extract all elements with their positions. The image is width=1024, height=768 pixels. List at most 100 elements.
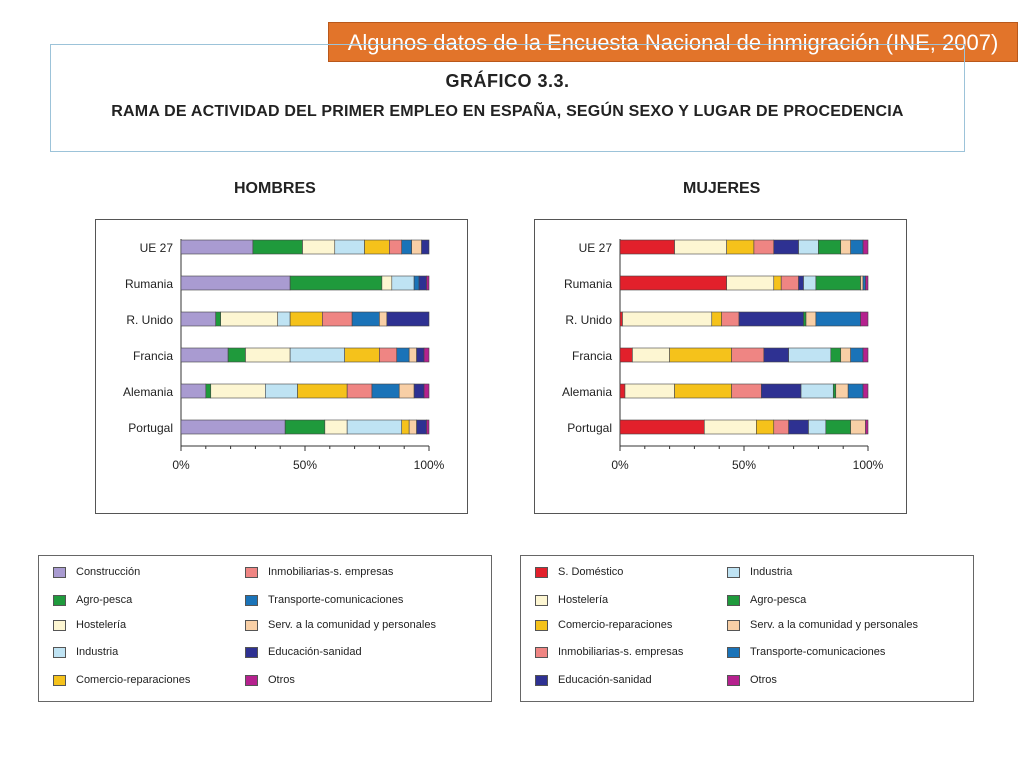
hombres-bar-transporte-comunicaciones xyxy=(401,239,412,255)
mujeres-legend-item-otros: Otros xyxy=(727,674,777,686)
legend-swatch xyxy=(727,566,740,578)
mujeres-bar-industria xyxy=(798,239,819,255)
hombres-bar-educacion-sanidad xyxy=(413,383,425,399)
hombres-bar-comercio-reparaciones xyxy=(401,419,410,435)
mujeres-bar-s-domestico xyxy=(619,347,633,363)
hombres-legend-item-industria: Industria xyxy=(53,646,118,658)
mujeres-bar-industria xyxy=(788,347,832,363)
hombres-bar-transporte-comunicaciones xyxy=(351,311,380,327)
mujeres-bar-serv-a-la-comunidad-y-personales xyxy=(840,239,851,255)
mujeres-legend-item-inmobiliarias-s-empresas: Inmobiliarias-s. empresas xyxy=(535,646,683,658)
hombres-legend-item-hosteleria: Hostelería xyxy=(53,619,126,631)
hombres-category-label: Rumania xyxy=(125,277,173,291)
hombres-bar-inmobiliarias-s-empresas xyxy=(379,347,398,363)
hombres-bar-construccion xyxy=(180,275,291,291)
hombres-bar-construccion xyxy=(180,347,229,363)
legend-swatch xyxy=(245,674,258,686)
hombres-x-tick-label: 0% xyxy=(172,458,190,472)
mujeres-bar-educacion-sanidad xyxy=(763,347,789,363)
legend-swatch xyxy=(535,566,548,578)
mujeres-bar-industria xyxy=(800,383,834,399)
mujeres-x-tick-label: 0% xyxy=(611,458,629,472)
mujeres-category-label: Rumania xyxy=(564,277,612,291)
mujeres-x-tick-label: 100% xyxy=(853,458,884,472)
hombres-bar-serv-a-la-comunidad-y-personales xyxy=(408,419,417,435)
mujeres-bar-serv-a-la-comunidad-y-personales xyxy=(850,419,866,435)
hombres-bar-transporte-comunicaciones xyxy=(413,275,420,291)
mujeres-bar-agro-pesca xyxy=(815,275,861,291)
mujeres-bar-educacion-sanidad xyxy=(798,275,804,291)
legend-swatch xyxy=(535,674,548,686)
hombres-bar-agro-pesca xyxy=(284,419,326,435)
hombres-bar-inmobiliarias-s-empresas xyxy=(346,383,373,399)
mujeres-bar-hosteleria xyxy=(624,383,675,399)
mujeres-bar-s-domestico xyxy=(619,419,705,435)
mujeres-bar-inmobiliarias-s-empresas xyxy=(753,239,775,255)
mujeres-bar-otros xyxy=(860,311,869,327)
hombres-legend-item-construccion: Construcción xyxy=(53,566,140,578)
legend-label: Hostelería xyxy=(558,594,609,606)
legend-swatch xyxy=(53,646,66,658)
legend-label: S. Doméstico xyxy=(558,566,624,578)
legend-swatch xyxy=(727,646,740,658)
legend-swatch xyxy=(245,619,258,631)
graph-subtitle: RAMA DE ACTIVIDAD DEL PRIMER EMPLEO EN E… xyxy=(111,103,904,120)
mujeres-bar-otros xyxy=(862,239,869,255)
hombres-legend-item-otros: Otros xyxy=(245,674,295,686)
legend-label: Industria xyxy=(750,566,793,578)
mujeres-legend-item-agro-pesca: Agro-pesca xyxy=(727,594,806,606)
hombres-legend-item-comercio-reparaciones: Comercio-reparaciones xyxy=(53,674,190,686)
mujeres-bar-serv-a-la-comunidad-y-personales xyxy=(805,311,817,327)
legend-swatch xyxy=(245,566,258,578)
legend-label: Comercio-reparaciones xyxy=(558,619,673,631)
mujeres-bar-transporte-comunicaciones xyxy=(850,239,864,255)
mujeres-bar-comercio-reparaciones xyxy=(669,347,732,363)
mujeres-bar-educacion-sanidad xyxy=(788,419,809,435)
hombres-bar-educacion-sanidad xyxy=(386,311,430,327)
legend-swatch xyxy=(535,594,548,606)
mujeres-bar-comercio-reparaciones xyxy=(674,383,732,399)
mujeres-bar-comercio-reparaciones xyxy=(726,239,755,255)
chart-mujeres: 0% 50% 100% UE 27 Rumania R. Unido Francia Alem… xyxy=(534,219,907,514)
hombres-bar-construccion xyxy=(180,383,207,399)
hombres-bar-otros xyxy=(423,383,430,399)
hombres-bar-hosteleria xyxy=(381,275,393,291)
chart-hombres: 0% 50% 100% UE 27 Rumania R. Unido Francia Alem… xyxy=(95,219,468,514)
mujeres-bar-transporte-comunicaciones xyxy=(815,311,861,327)
mujeres-legend-item-industria: Industria xyxy=(727,566,792,578)
mujeres-bar-industria xyxy=(803,275,817,291)
legend-swatch xyxy=(245,646,258,658)
legend-swatch xyxy=(535,646,548,658)
hombres-bar-industria xyxy=(289,347,345,363)
mujeres-bar-transporte-comunicaciones xyxy=(850,347,864,363)
hombres-bar-agro-pesca xyxy=(227,347,246,363)
hombres-bar-industria xyxy=(391,275,415,291)
mujeres-bar-inmobiliarias-s-empresas xyxy=(731,347,765,363)
hombres-bar-educacion-sanidad xyxy=(418,275,427,291)
legend-label: Otros xyxy=(268,674,295,686)
mujeres-category-label: Francia xyxy=(572,349,612,363)
hombres-bar-industria xyxy=(346,419,403,435)
hombres-bar-industria xyxy=(265,383,298,399)
mujeres-bar-inmobiliarias-s-empresas xyxy=(780,275,799,291)
mujeres-bar-otros xyxy=(865,419,869,435)
mujeres-x-tick-label: 50% xyxy=(732,458,756,472)
legend-label: Serv. a la comunidad y personales xyxy=(750,619,918,631)
hombres-bar-educacion-sanidad xyxy=(416,419,427,435)
mujeres-bar-hosteleria xyxy=(726,275,775,291)
hombres-bar-construccion xyxy=(180,419,286,435)
legend-swatch xyxy=(53,619,66,631)
mujeres-bar-educacion-sanidad xyxy=(738,311,804,327)
mujeres-bar-inmobiliarias-s-empresas xyxy=(731,383,762,399)
hombres-frame xyxy=(95,219,468,514)
mujeres-bar-hosteleria xyxy=(704,419,757,435)
legend-label: Transporte-comunicaciones xyxy=(268,594,404,606)
mujeres-bar-hosteleria xyxy=(622,311,713,327)
hombres-bar-agro-pesca xyxy=(252,239,303,255)
hombres-legend-item-transporte-comunicaciones: Transporte-comunicaciones xyxy=(245,594,403,606)
mujeres-bar-agro-pesca xyxy=(825,419,851,435)
mujeres-legend-item-educacion-sanidad: Educación-sanidad xyxy=(535,674,652,686)
legend-label: Construcción xyxy=(76,566,141,578)
mujeres-legend-item-hosteleria: Hostelería xyxy=(535,594,608,606)
hombres-bar-serv-a-la-comunidad-y-personales xyxy=(398,383,415,399)
